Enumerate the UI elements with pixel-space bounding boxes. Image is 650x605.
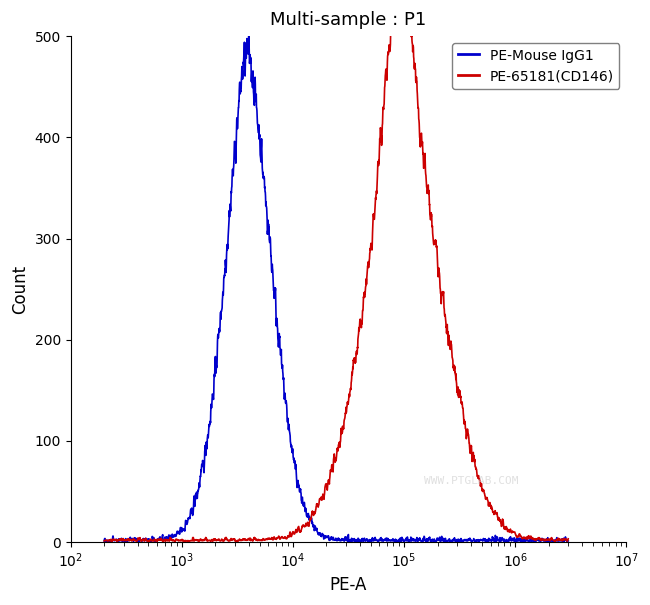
Line: PE-65181(CD146): PE-65181(CD146) <box>104 0 568 541</box>
PE-65181(CD146) <box>466 446 474 454</box>
PE-Mouse IgG1 <box>100 537 108 544</box>
PE-65181(CD146) <box>313 502 321 509</box>
PE-Mouse IgG1 <box>124 535 132 543</box>
Legend: PE-Mouse IgG1, PE-65181(CD146): PE-Mouse IgG1, PE-65181(CD146) <box>452 43 619 89</box>
PE-65181(CD146) <box>564 535 572 543</box>
PE-Mouse IgG1 <box>314 529 322 537</box>
PE-Mouse IgG1 <box>245 27 253 34</box>
Title: Multi-sample : P1: Multi-sample : P1 <box>270 11 426 29</box>
PE-Mouse IgG1 <box>551 537 559 544</box>
PE-65181(CD146) <box>124 535 132 543</box>
PE-Mouse IgG1 <box>564 537 572 544</box>
PE-65181(CD146) <box>100 537 108 544</box>
PE-65181(CD146) <box>551 538 558 545</box>
PE-Mouse IgG1 <box>326 536 334 543</box>
X-axis label: PE-A: PE-A <box>330 576 367 594</box>
PE-Mouse IgG1 <box>551 537 559 544</box>
PE-65181(CD146) <box>551 537 559 544</box>
PE-Mouse IgG1 <box>466 535 474 542</box>
PE-65181(CD146) <box>551 538 559 545</box>
Y-axis label: Count: Count <box>11 264 29 313</box>
PE-Mouse IgG1 <box>105 538 112 546</box>
Text: WWW.PTGLAB.COM: WWW.PTGLAB.COM <box>424 476 518 486</box>
Line: PE-Mouse IgG1: PE-Mouse IgG1 <box>104 31 568 542</box>
PE-65181(CD146) <box>326 474 333 481</box>
